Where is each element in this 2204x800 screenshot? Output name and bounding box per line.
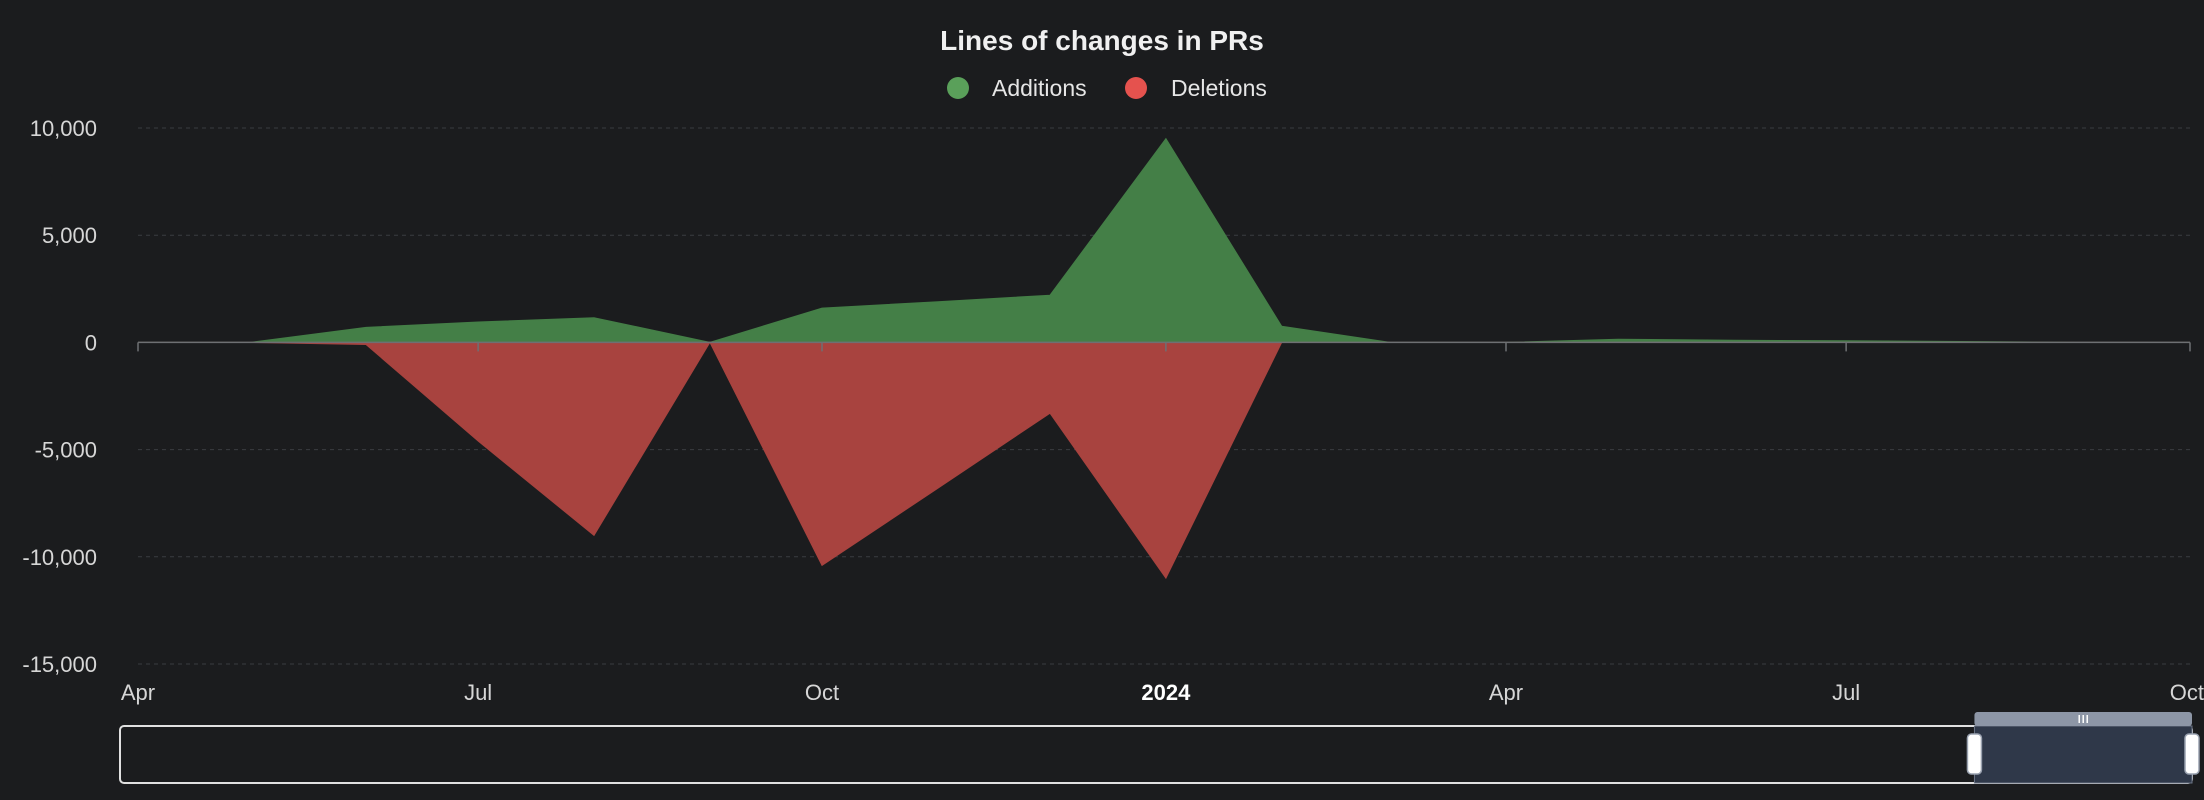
y-axis: 10,000 5,000 0 -5,000 -10,000 -15,000	[22, 116, 97, 677]
legend-item-deletions[interactable]: Deletions	[1125, 75, 1267, 101]
area-deletions	[138, 341, 2190, 580]
legend-marker-deletions	[1125, 77, 1147, 99]
zoom-slider-right-handle[interactable]	[2184, 733, 2200, 775]
x-tick-label: Oct	[805, 680, 839, 705]
x-tick-label: Apr	[121, 680, 155, 705]
plot-area	[138, 137, 2190, 580]
x-tick-label: Jul	[1832, 680, 1860, 705]
x-tick-label: Oct	[2170, 680, 2204, 705]
x-tick-label: Jul	[464, 680, 492, 705]
x-tick-label: Apr	[1489, 680, 1523, 705]
y-tick-label: -5,000	[35, 438, 97, 463]
y-tick-label: 10,000	[30, 116, 97, 141]
y-tick-label: 5,000	[42, 223, 97, 248]
zoom-slider[interactable]	[119, 712, 2200, 784]
area-additions	[138, 137, 2190, 343]
y-tick-label: 0	[85, 330, 97, 355]
chart-title: Lines of changes in PRs	[940, 25, 1264, 56]
legend-label-deletions: Deletions	[1171, 75, 1267, 101]
zoom-slider-left-handle[interactable]	[1966, 733, 1983, 775]
legend: Additions Deletions	[947, 75, 1267, 101]
legend-item-additions[interactable]: Additions	[947, 75, 1087, 101]
grip-icon	[2078, 715, 2088, 723]
y-tick-label: -15,000	[22, 652, 97, 677]
zoom-slider-track[interactable]	[119, 725, 2193, 784]
y-tick-label: -10,000	[22, 545, 97, 570]
legend-label-additions: Additions	[992, 75, 1087, 101]
legend-marker-additions	[947, 77, 969, 99]
zoom-slider-window[interactable]	[1973, 725, 2193, 784]
x-axis: Apr Jul Oct 2024 Apr Jul Oct	[121, 342, 2204, 705]
x-tick-label: 2024	[1141, 680, 1191, 705]
